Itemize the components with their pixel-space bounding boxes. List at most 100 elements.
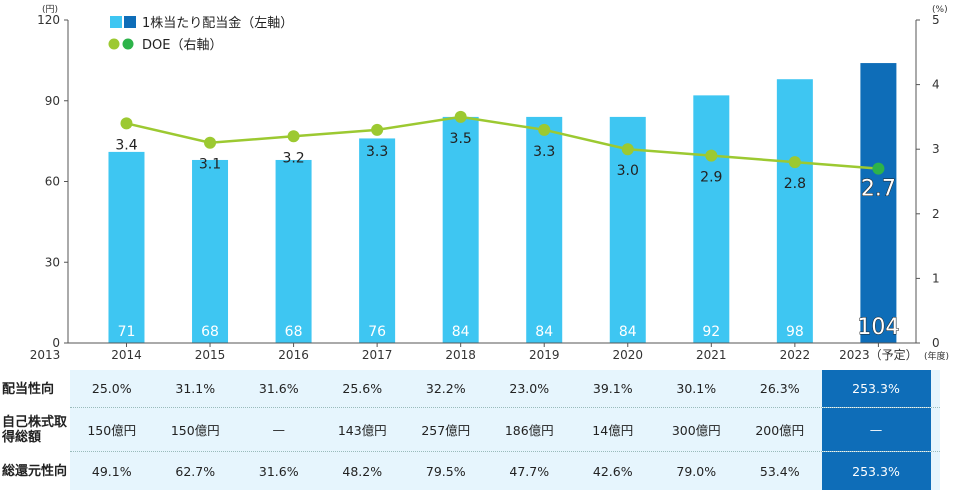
tick-label-left: 120 xyxy=(37,13,60,27)
bar xyxy=(108,151,145,343)
bar-value-label: 84 xyxy=(535,324,553,340)
doe-point xyxy=(705,149,718,162)
table-cell: — xyxy=(272,422,286,437)
bar-value-label: 84 xyxy=(619,324,637,340)
tick-label-right: 3 xyxy=(932,142,940,156)
doe-value-label: 3.0 xyxy=(617,163,639,179)
table-cell: 31.1% xyxy=(175,381,216,396)
y-left-unit: (円) xyxy=(42,4,58,15)
tick-label-left: 90 xyxy=(45,94,60,108)
table-cell: 23.0% xyxy=(509,381,550,396)
bar-value-label: 98 xyxy=(786,324,804,340)
dividend-chart: 71 68 68 76 84 84 84 92 98 104 3.43.1 3.2 3.33.53.3… xyxy=(30,4,949,362)
bar-value-label: 104 xyxy=(857,315,899,340)
doe-value-label: 3.3 xyxy=(366,144,388,160)
doe-value-label: 3.3 xyxy=(533,144,555,160)
return-table: 配当性向 25.0% 31.1% 31.6% 25.6% 32.2% 23.0% 39.1% 3… xyxy=(0,370,940,490)
doe-point xyxy=(120,117,133,130)
doe-point xyxy=(454,110,467,123)
table-cell: 79.0% xyxy=(676,463,717,479)
table-cell: 14億円 xyxy=(592,423,634,438)
legend-label-dividend: 1株当たり配当金（左軸） xyxy=(142,15,293,31)
tick-label-right: 4 xyxy=(932,78,940,92)
x-tick-label: 2014 xyxy=(111,348,142,362)
bar-value-label: 71 xyxy=(118,324,136,340)
row-label: 配当性向 xyxy=(2,381,55,397)
doe-point xyxy=(287,130,300,143)
table-cell: 30.1% xyxy=(676,381,717,396)
doe-point xyxy=(872,162,885,175)
tick-label-right: 1 xyxy=(932,271,940,285)
doe-point xyxy=(788,156,801,169)
y-right-unit: (%) xyxy=(932,5,948,15)
row-label: 自己株式取得総額 xyxy=(2,415,68,445)
table-cell: 31.6% xyxy=(258,463,299,479)
bar-value-label: 68 xyxy=(285,324,303,340)
doe-value-label: 2.8 xyxy=(784,176,806,192)
bar-value-label: 76 xyxy=(368,324,386,340)
tick-label-right: 5 xyxy=(932,13,940,27)
bar xyxy=(776,79,813,343)
table-cell: 42.6% xyxy=(592,463,633,479)
table-row: 配当性向 25.0% 31.1% 31.6% 25.6% 32.2% 23.0% 39.1% 3… xyxy=(0,370,940,408)
doe-line xyxy=(126,115,879,170)
legend-swatch-bar xyxy=(110,16,122,28)
legend-swatch-bar-forecast xyxy=(124,16,136,28)
table-cell: 25.6% xyxy=(342,381,383,396)
tick-label-right: 2 xyxy=(932,207,940,221)
table-cell: 25.0% xyxy=(91,381,132,396)
table-cell: 48.2% xyxy=(342,463,383,479)
legend-swatch-doe xyxy=(108,38,120,50)
doe-value-label: 2.7 xyxy=(861,177,896,202)
table-cell: 300億円 xyxy=(671,423,721,438)
bar-value-label: 92 xyxy=(702,324,720,340)
doe-value-label: 3.5 xyxy=(450,131,472,147)
table-row: 自己株式取得総額 150億円 150億円 — 143億円 257億円 186億円 14億円 30… xyxy=(0,408,940,452)
table-cell: 49.1% xyxy=(91,463,132,479)
doe-point xyxy=(538,123,551,136)
x-tick-label: 2023（予定） xyxy=(839,347,918,362)
doe-value-label: 3.1 xyxy=(199,157,221,173)
x-start-label: 2013 xyxy=(30,348,61,362)
doe-value-label: 3.2 xyxy=(282,150,304,166)
x-tick-label: 2019 xyxy=(529,348,560,362)
tick-label-left: 0 xyxy=(52,336,60,350)
x-tick-label: 2021 xyxy=(696,348,727,362)
bar xyxy=(693,95,730,343)
bar xyxy=(526,116,563,344)
bar-value-label: 84 xyxy=(452,324,470,340)
table-cell: 79.5% xyxy=(425,463,466,479)
table-row: 総還元性向 49.1% 62.7% 31.6% 48.2% 79.5% 47.7% 42.6%… xyxy=(0,452,940,490)
bar xyxy=(275,159,312,343)
bar xyxy=(359,138,396,343)
x-unit: (年度) xyxy=(924,350,949,362)
table-cell: 200億円 xyxy=(755,423,805,438)
table-cell: 253.3% xyxy=(821,452,931,490)
table-cell: 150億円 xyxy=(170,423,220,438)
x-tick-label: 2018 xyxy=(445,348,476,362)
x-tick-label: 2016 xyxy=(278,348,309,362)
doe-point xyxy=(204,136,217,149)
table-cell: — xyxy=(821,408,931,451)
legend-label-doe: DOE（右軸） xyxy=(142,38,222,53)
table-cell: 143億円 xyxy=(337,423,387,438)
table-cell: 32.2% xyxy=(425,381,466,396)
tick-label-left: 60 xyxy=(45,175,60,189)
doe-value-label: 2.9 xyxy=(700,170,722,186)
table-cell: 62.7% xyxy=(175,463,216,479)
tick-label-right: 0 xyxy=(932,336,940,350)
doe-point xyxy=(621,143,634,156)
table-cell: 257億円 xyxy=(421,423,471,438)
bar xyxy=(192,159,229,343)
table-cell: 253.3% xyxy=(821,370,931,407)
bar-value-label: 68 xyxy=(201,324,219,340)
x-tick-label: 2017 xyxy=(362,348,393,362)
table-cell: 39.1% xyxy=(592,381,633,396)
legend-swatch-doe-forecast xyxy=(122,38,134,50)
bar xyxy=(860,63,897,344)
table-cell: 186億円 xyxy=(504,423,554,438)
tick-label-left: 30 xyxy=(45,255,60,269)
table-cell: 53.4% xyxy=(759,463,800,479)
doe-value-label: 3.4 xyxy=(115,137,137,153)
x-tick-label: 2020 xyxy=(612,348,643,362)
